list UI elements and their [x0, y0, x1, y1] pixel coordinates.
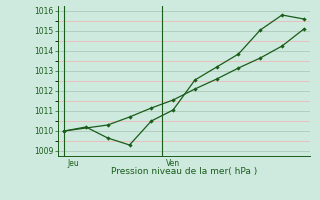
- Text: Ven: Ven: [165, 159, 180, 168]
- Text: Jeu: Jeu: [68, 159, 79, 168]
- X-axis label: Pression niveau de la mer( hPa ): Pression niveau de la mer( hPa ): [111, 167, 257, 176]
